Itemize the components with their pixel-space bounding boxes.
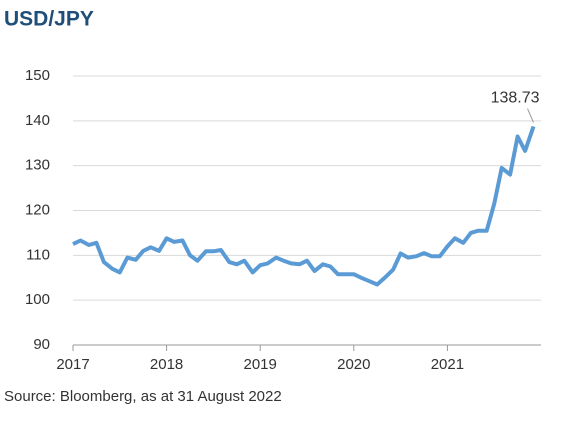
source-note: Source: Bloomberg, as at 31 August 2022 bbox=[4, 388, 282, 405]
x-tick-label: 2017 bbox=[56, 356, 89, 373]
x-tick-label: 2019 bbox=[244, 356, 277, 373]
x-tick-label: 2018 bbox=[150, 356, 183, 373]
chart-title: USD/JPY bbox=[4, 8, 94, 31]
x-tick-label: 2020 bbox=[337, 356, 370, 373]
data-line bbox=[72, 125, 536, 287]
annotation-leader bbox=[527, 108, 534, 123]
y-tick-label: 140 bbox=[25, 112, 50, 129]
x-tick-label: 2021 bbox=[431, 356, 464, 373]
y-tick-label: 130 bbox=[25, 157, 50, 174]
value-label: 138.73 bbox=[491, 90, 540, 107]
y-tick-label: 150 bbox=[25, 67, 50, 84]
y-tick-label: 100 bbox=[25, 291, 50, 308]
y-tick-label: 110 bbox=[26, 246, 50, 263]
y-tick-label: 90 bbox=[33, 336, 50, 353]
y-tick-label: 120 bbox=[25, 201, 50, 218]
